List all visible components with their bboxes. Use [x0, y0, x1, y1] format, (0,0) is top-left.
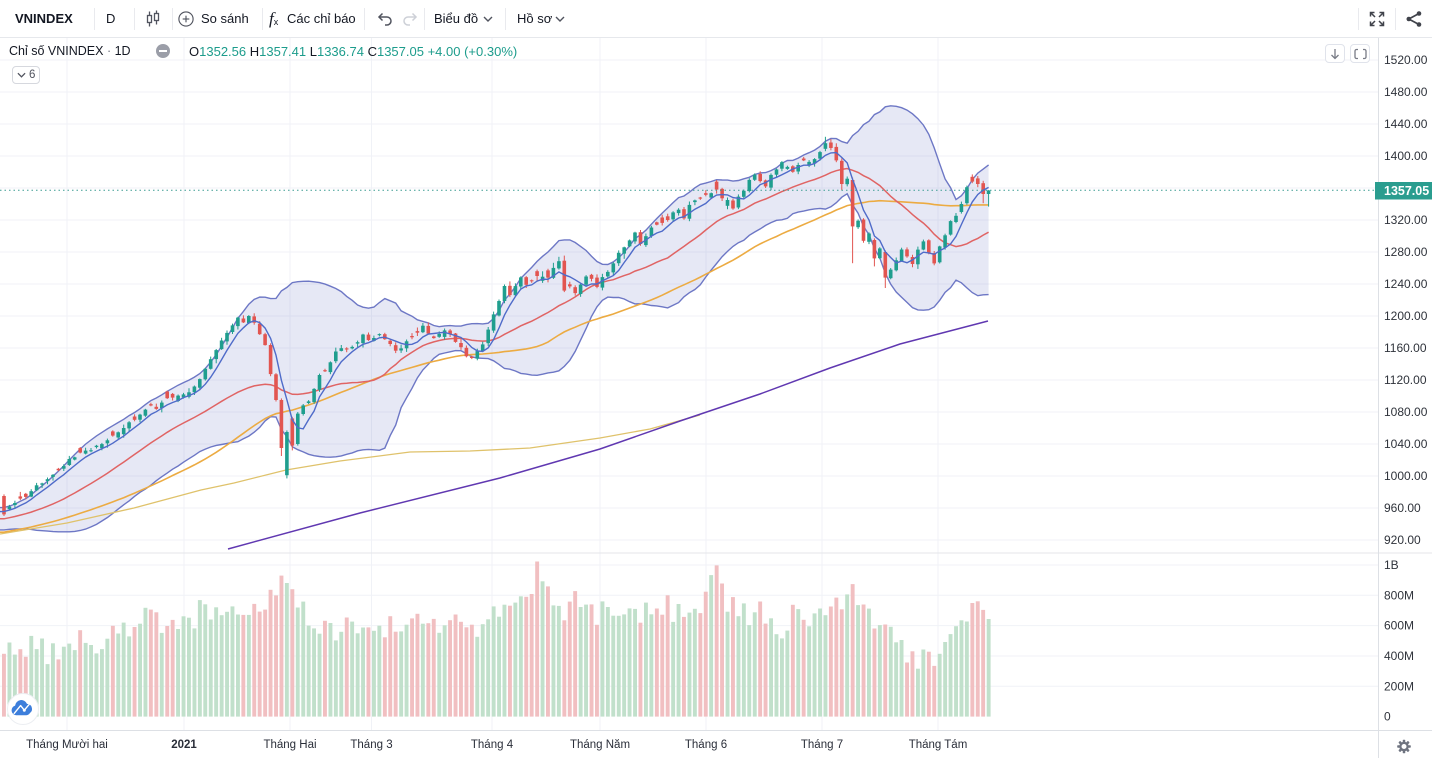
- svg-text:800M: 800M: [1384, 588, 1414, 602]
- svg-text:1040.00: 1040.00: [1384, 437, 1428, 451]
- svg-text:1200.00: 1200.00: [1384, 309, 1428, 323]
- svg-text:200M: 200M: [1384, 679, 1414, 693]
- svg-text:1280.00: 1280.00: [1384, 245, 1428, 259]
- svg-text:400M: 400M: [1384, 649, 1414, 663]
- svg-text:1357.05: 1357.05: [1384, 184, 1429, 198]
- svg-text:1240.00: 1240.00: [1384, 277, 1428, 291]
- svg-text:1320.00: 1320.00: [1384, 213, 1428, 227]
- svg-text:1400.00: 1400.00: [1384, 149, 1428, 163]
- svg-text:Tháng Tám: Tháng Tám: [909, 739, 968, 751]
- svg-text:Tháng Năm: Tháng Năm: [570, 739, 630, 751]
- svg-text:1520.00: 1520.00: [1384, 53, 1428, 67]
- svg-text:Tháng 4: Tháng 4: [471, 739, 514, 751]
- svg-text:920.00: 920.00: [1384, 533, 1421, 547]
- svg-text:1440.00: 1440.00: [1384, 117, 1428, 131]
- svg-text:0: 0: [1384, 710, 1391, 724]
- svg-text:1080.00: 1080.00: [1384, 405, 1428, 419]
- svg-text:1480.00: 1480.00: [1384, 85, 1428, 99]
- svg-text:1000.00: 1000.00: [1384, 469, 1428, 483]
- svg-text:Tháng 6: Tháng 6: [685, 739, 727, 751]
- svg-text:600M: 600M: [1384, 619, 1414, 633]
- svg-text:960.00: 960.00: [1384, 501, 1421, 515]
- svg-text:1160.00: 1160.00: [1384, 341, 1427, 355]
- svg-text:Tháng Hai: Tháng Hai: [263, 739, 316, 751]
- svg-text:Tháng Mười hai: Tháng Mười hai: [26, 739, 108, 751]
- svg-text:Tháng 3: Tháng 3: [350, 739, 392, 751]
- svg-text:2021: 2021: [171, 739, 197, 751]
- svg-text:1B: 1B: [1384, 558, 1399, 572]
- svg-text:1120.00: 1120.00: [1384, 373, 1427, 387]
- svg-text:Tháng 7: Tháng 7: [801, 739, 843, 751]
